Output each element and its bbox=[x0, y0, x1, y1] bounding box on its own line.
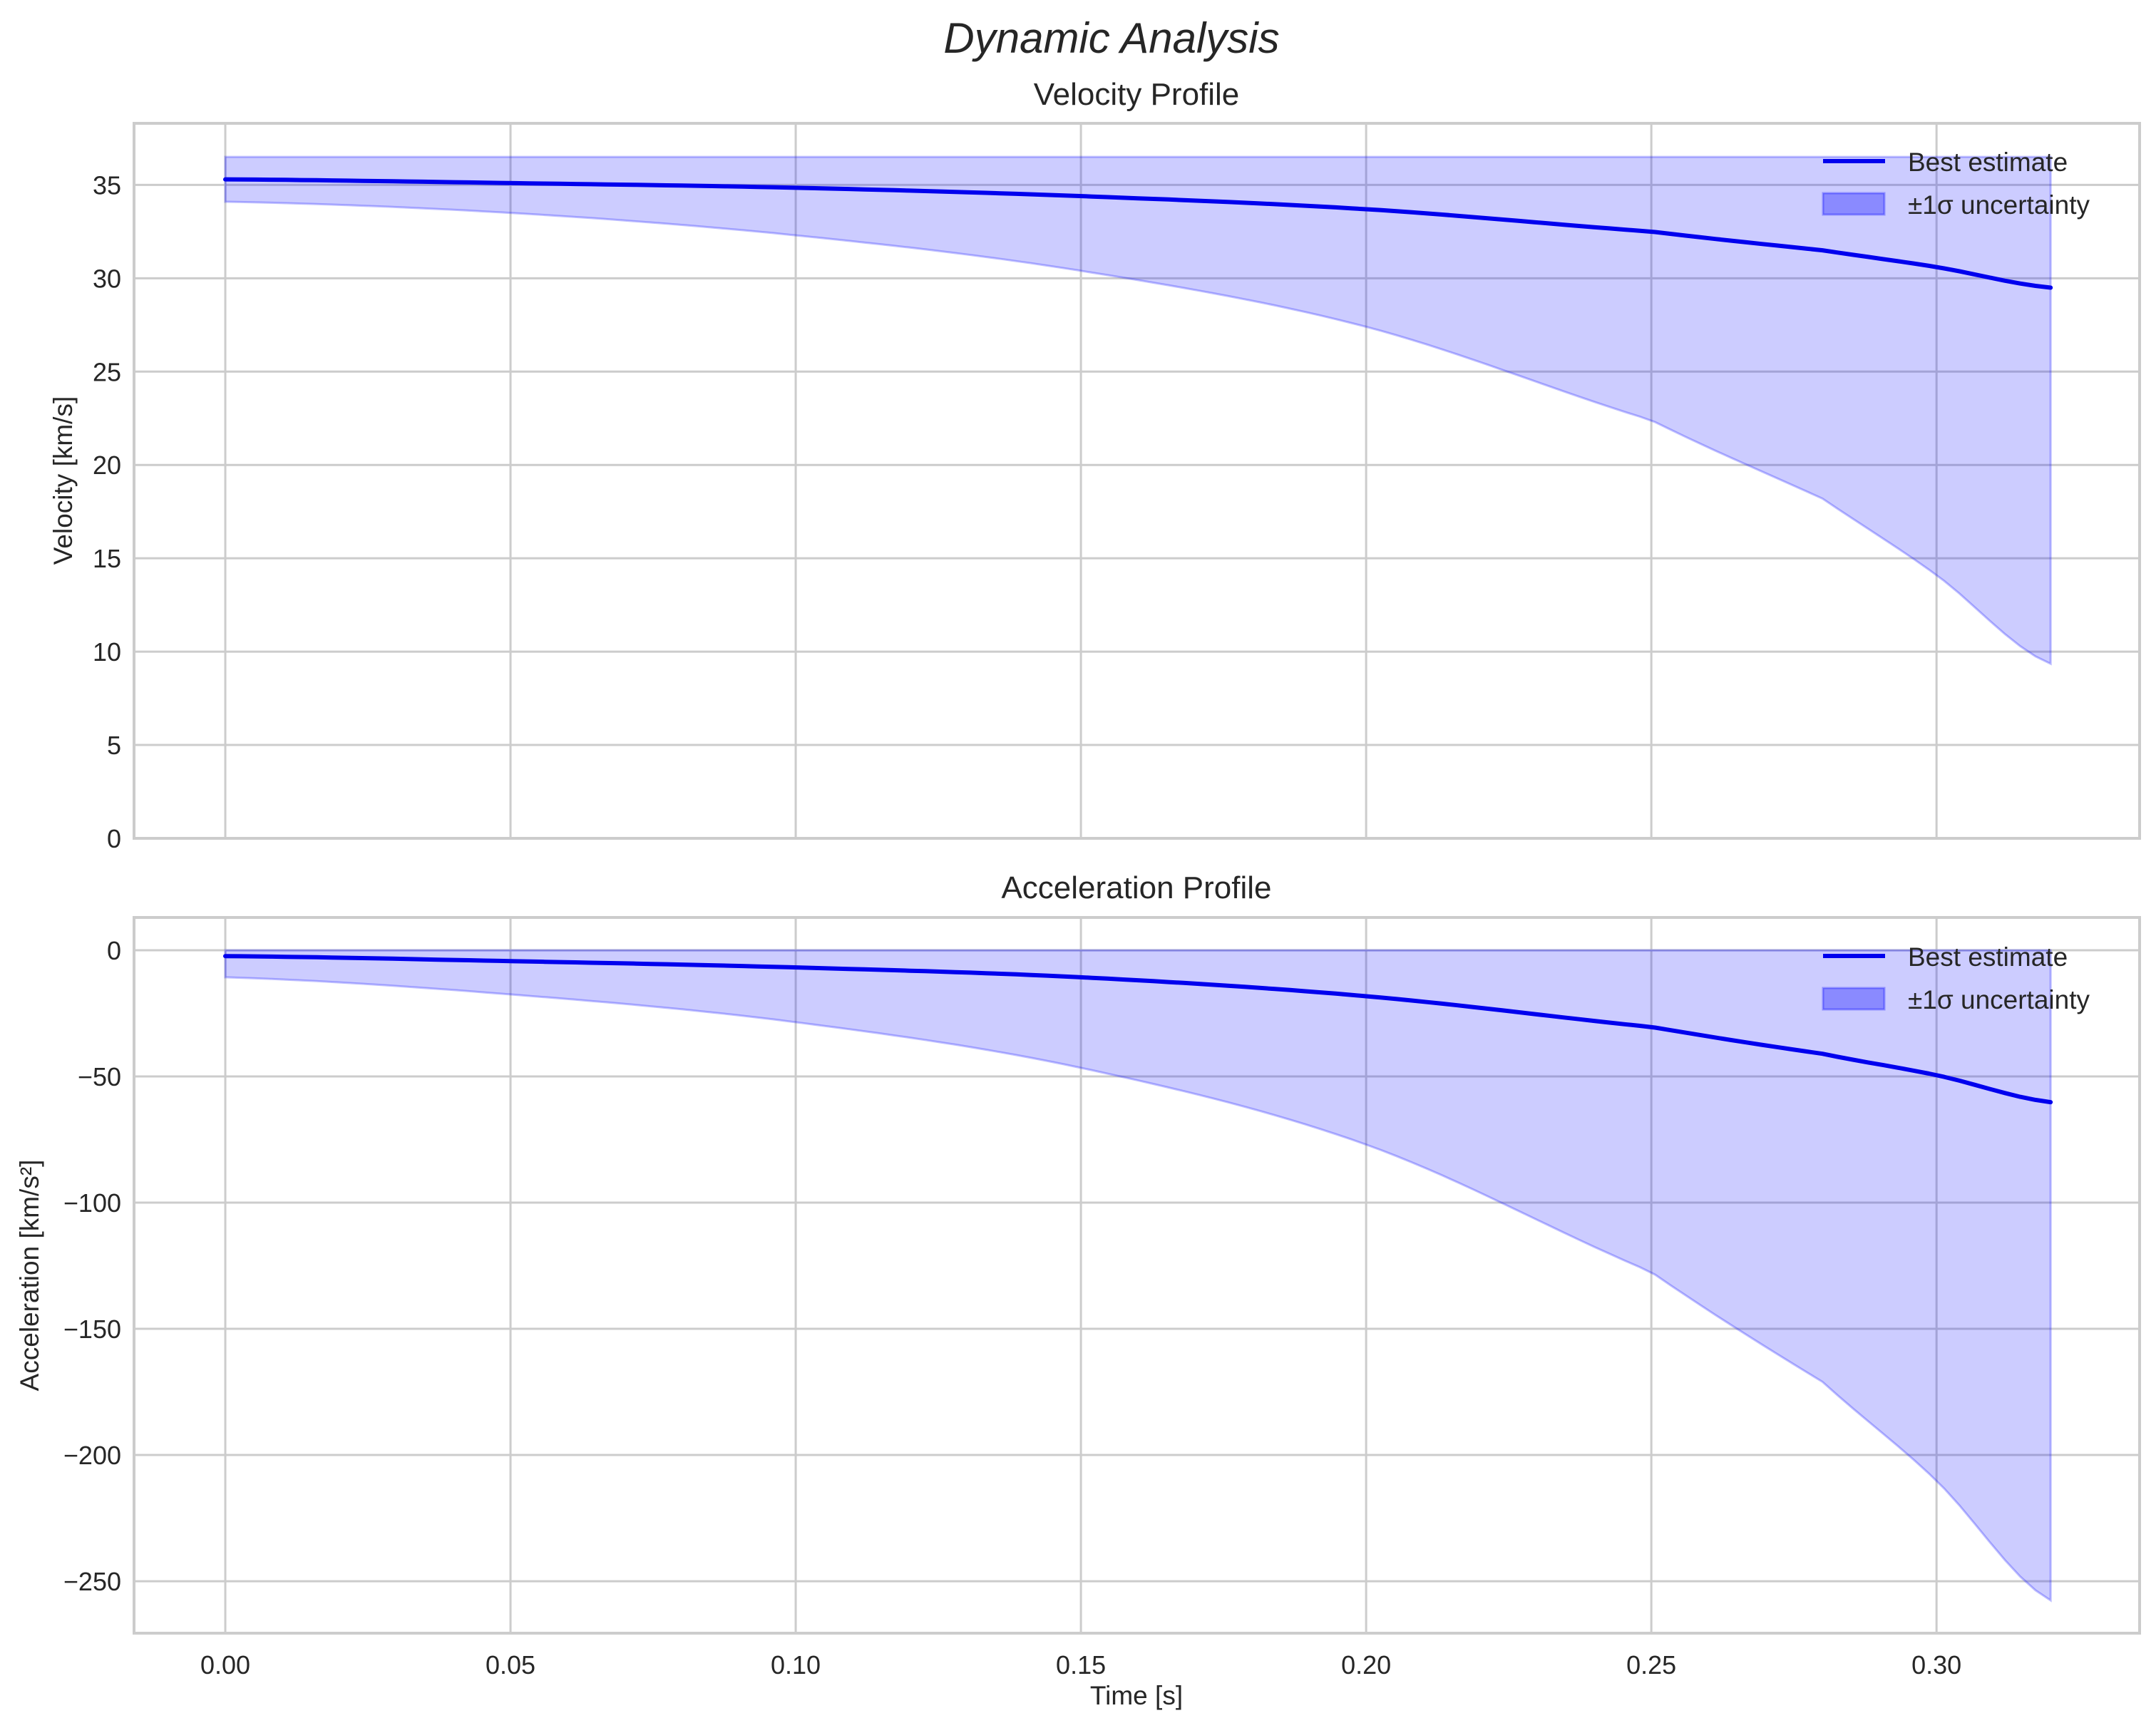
y-tick-label: 25 bbox=[93, 357, 121, 386]
uncertainty-band bbox=[224, 155, 2052, 666]
legend-label-uncertainty: ±1σ uncertainty bbox=[1908, 190, 2090, 220]
uncertainty-band bbox=[224, 949, 2052, 1603]
velocity-y-tick-labels: 0 5 10 15 20 25 30 35 bbox=[93, 170, 121, 853]
legend-label-best-estimate: Best estimate bbox=[1908, 148, 2068, 177]
y-tick-label: 35 bbox=[93, 170, 121, 200]
velocity-axes-frame bbox=[133, 122, 2141, 840]
x-tick-label: 0.05 bbox=[486, 1650, 535, 1680]
x-tick-label: 0.20 bbox=[1341, 1650, 1391, 1680]
best-estimate-line bbox=[223, 177, 2053, 290]
x-axis-label: Time [s] bbox=[1090, 1681, 1183, 1710]
acceleration-x-tick-labels: 0.00 0.05 0.10 0.15 0.20 0.25 0.30 bbox=[200, 1650, 1961, 1680]
velocity-y-axis-label: Velocity [km/s] bbox=[48, 396, 78, 565]
y-tick-label: −50 bbox=[78, 1062, 121, 1091]
acceleration-gridlines bbox=[134, 917, 2140, 1633]
acceleration-y-axis-label: Acceleration [km/s²] bbox=[15, 1160, 44, 1392]
y-tick-label: 0 bbox=[107, 936, 121, 965]
x-tick-label: 0.00 bbox=[200, 1650, 250, 1680]
acceleration-legend: Best estimate ±1σ uncertainty bbox=[1822, 942, 2090, 1014]
y-tick-label: 15 bbox=[93, 544, 121, 573]
velocity-subplot: Velocity Profile 0 5 10 15 20 25 30 35 Velocity… bbox=[48, 77, 2141, 853]
y-tick-label: 30 bbox=[93, 264, 121, 293]
y-tick-label: −100 bbox=[63, 1188, 121, 1218]
velocity-subplot-title: Velocity Profile bbox=[1034, 77, 1240, 112]
y-tick-label: 20 bbox=[93, 451, 121, 480]
legend-label-best-estimate: Best estimate bbox=[1908, 942, 2068, 972]
x-tick-label: 0.15 bbox=[1056, 1650, 1106, 1680]
velocity-gridlines bbox=[134, 123, 2140, 840]
velocity-plot-area bbox=[223, 155, 2053, 666]
acceleration-subplot-title: Acceleration Profile bbox=[1001, 870, 1271, 905]
velocity-legend: Best estimate ±1σ uncertainty bbox=[1822, 148, 2090, 220]
y-tick-label: −150 bbox=[63, 1315, 121, 1344]
acceleration-plot-area bbox=[223, 949, 2053, 1603]
x-tick-label: 0.25 bbox=[1626, 1650, 1676, 1680]
x-tick-label: 0.30 bbox=[1911, 1650, 1961, 1680]
acceleration-subplot: Acceleration Profile 0 −50 −100 −150 −200 −25… bbox=[15, 870, 2141, 1710]
x-tick-label: 0.10 bbox=[771, 1650, 821, 1680]
y-tick-label: −250 bbox=[63, 1567, 121, 1596]
y-tick-label: 10 bbox=[93, 637, 121, 667]
legend-band-swatch-icon bbox=[1822, 192, 1886, 216]
y-tick-label: −200 bbox=[63, 1441, 121, 1470]
y-tick-label: 5 bbox=[107, 731, 121, 760]
y-tick-label: 0 bbox=[107, 824, 121, 853]
legend-band-swatch-icon bbox=[1822, 987, 1886, 1011]
figure-suptitle: Dynamic Analysis bbox=[943, 14, 1279, 62]
acceleration-axes-frame bbox=[133, 916, 2141, 1635]
best-estimate-line bbox=[223, 954, 2053, 1105]
legend-label-uncertainty: ±1σ uncertainty bbox=[1908, 985, 2090, 1014]
acceleration-y-tick-labels: 0 −50 −100 −150 −200 −250 bbox=[63, 936, 121, 1596]
